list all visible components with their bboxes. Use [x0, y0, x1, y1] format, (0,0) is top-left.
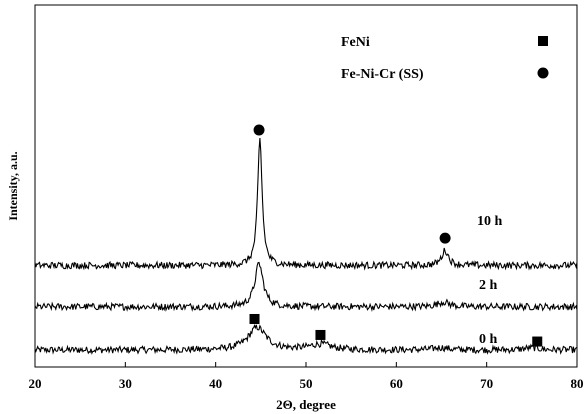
legend-circle-marker: [537, 67, 549, 79]
plot-frame: [34, 4, 578, 368]
x-tick-label: 30: [119, 376, 132, 391]
traces: [34, 137, 578, 355]
series-line-0h: [34, 323, 578, 355]
x-tick-label: 20: [29, 376, 42, 391]
x-tick-label: 50: [300, 376, 313, 391]
series-label-0h: 0 h: [479, 332, 498, 347]
square-peak-marker: [315, 329, 326, 340]
square-peak-marker: [532, 336, 543, 347]
x-tick-label: 70: [480, 376, 493, 391]
circle-peak-marker: [439, 232, 451, 244]
y-axis-label: Intensity, a.u.: [6, 151, 20, 220]
series-line-2h: [34, 261, 578, 312]
series-line-10h: [34, 137, 578, 271]
x-axis-label: 2Θ, degree: [276, 397, 336, 412]
peak-markers: [249, 124, 543, 347]
x-tick-label: 80: [571, 376, 584, 391]
legend-label-feni: FeNi: [341, 35, 370, 50]
x-tick-label: 60: [390, 376, 403, 391]
legend: FeNi Fe-Ni-Cr (SS): [341, 35, 549, 82]
square-peak-marker: [249, 313, 260, 324]
circle-peak-marker: [253, 124, 265, 136]
x-tick-label: 40: [209, 376, 222, 391]
legend-label-fenicr: Fe-Ni-Cr (SS): [341, 67, 424, 82]
x-ticks: 20 30 40 50 60 70 80: [29, 362, 584, 391]
series-label-2h: 2 h: [479, 278, 498, 293]
legend-square-marker: [538, 36, 548, 46]
series-label-10h: 10 h: [477, 214, 503, 229]
